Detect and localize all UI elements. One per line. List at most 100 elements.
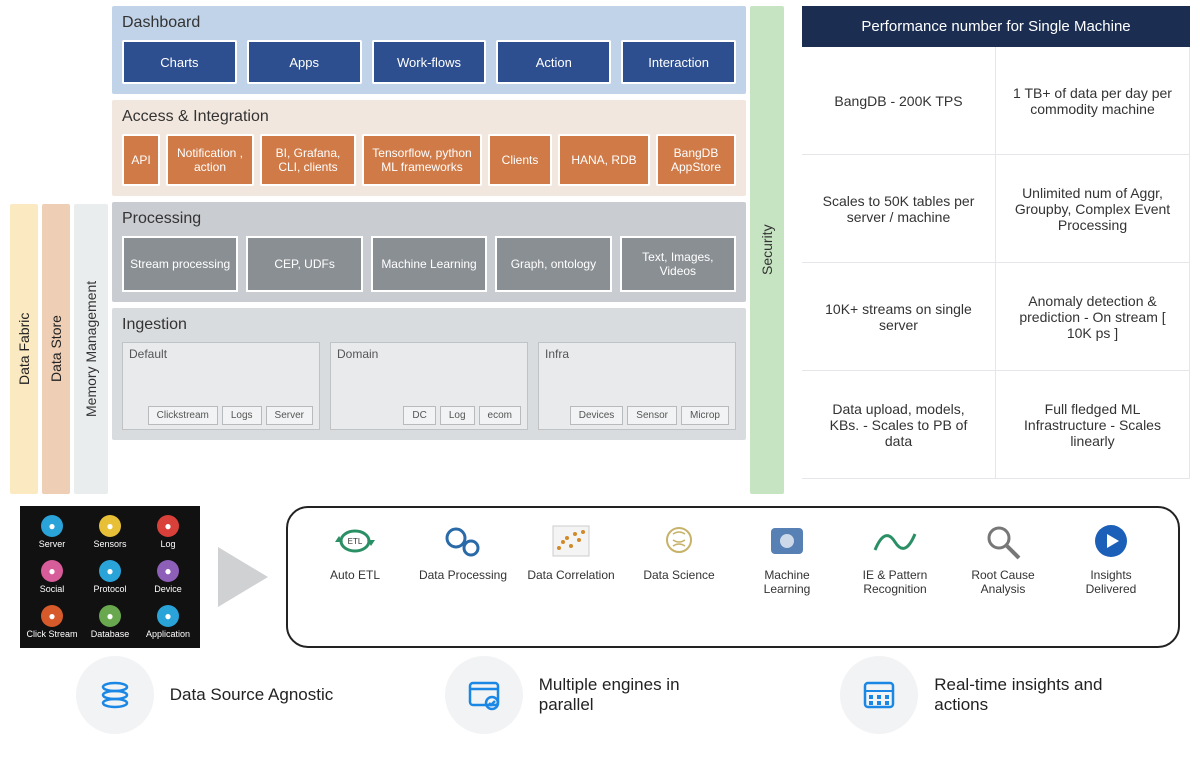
pillar-data-fabric: Data Fabric (10, 204, 38, 494)
access-title: Access & Integration (122, 108, 736, 126)
processing-box: CEP, UDFs (246, 236, 362, 292)
source-icon: ● (157, 560, 179, 582)
source-cell: ●Protocol (82, 555, 138, 598)
pipeline-stage-label: Auto ETL (330, 568, 380, 582)
ingestion-item: Microp (681, 406, 729, 425)
processing-box: Machine Learning (371, 236, 487, 292)
pipeline-stage: IE & Pattern Recognition (849, 520, 941, 596)
performance-cell: 1 TB+ of data per day per commodity mach… (996, 47, 1190, 155)
left-pillars: Data Fabric Data Store Memory Management (10, 6, 108, 494)
ingestion-item: DC (403, 406, 435, 425)
data-sources-grid: ● Server ● Sensors ● Log ●Social●Protocol ● Devi… (20, 506, 200, 648)
access-box: HANA, RDB (558, 134, 650, 186)
processing-box: Text, Images, Videos (620, 236, 736, 292)
access-panel: Access & Integration APINotification , a… (112, 100, 746, 196)
scatter-icon (547, 520, 595, 562)
gears-icon (439, 520, 487, 562)
pipeline-stage: ETL Auto ETL (309, 520, 401, 582)
source-label: Log (160, 539, 175, 549)
source-icon: ● (41, 560, 63, 582)
source-icon: ● (41, 515, 63, 537)
ingestion-title: Ingestion (122, 316, 736, 334)
feature: Data Source Agnostic (76, 656, 333, 734)
pipeline-stage: Data Processing (417, 520, 509, 582)
processing-ingestion-column: Processing Stream processingCEP, UDFsMac… (112, 202, 746, 440)
ingestion-item: Log (440, 406, 475, 425)
ingestion-group-title: Infra (545, 347, 729, 361)
processing-panel: Processing Stream processingCEP, UDFsMac… (112, 202, 746, 302)
ingestion-panel: Ingestion DefaultClickstreamLogsServerDo… (112, 308, 746, 440)
performance-cell: Full fledged ML Infrastructure - Scales … (996, 371, 1190, 479)
pipeline-stage-label: Machine Learning (741, 568, 833, 596)
dashboard-box: Action (496, 40, 611, 84)
ml-icon (763, 520, 811, 562)
ingestion-item: Logs (222, 406, 262, 425)
pipeline-stages: ETL Auto ETL Data Processing Data Correlati… (286, 506, 1180, 648)
access-box: Tensorflow, python ML frameworks (362, 134, 482, 186)
pipeline-stage-label: Data Correlation (527, 568, 614, 582)
dashboard-title: Dashboard (122, 14, 736, 32)
source-label: Database (91, 629, 130, 639)
feature-label: Multiple engines in parallel (539, 675, 729, 715)
pipeline-stage: Root Cause Analysis (957, 520, 1049, 596)
ingestion-item: Devices (570, 406, 624, 425)
pipeline-stage-label: Root Cause Analysis (957, 568, 1049, 596)
performance-table: Performance number for Single Machine Ba… (802, 6, 1190, 494)
source-label: Click Stream (26, 629, 77, 639)
pillar-data-store: Data Store (42, 204, 70, 494)
pillar-memory-management: Memory Management (74, 204, 108, 494)
source-icon: ● (99, 515, 121, 537)
performance-cell: Anomaly detection & prediction - On stre… (996, 263, 1190, 371)
stack-icon (76, 656, 154, 734)
access-box: BangDB AppStore (656, 134, 736, 186)
source-cell: ●Social (24, 555, 80, 598)
brain-icon (655, 520, 703, 562)
feature: Multiple engines in parallel (445, 656, 729, 734)
pipeline-stage-label: Data Science (643, 568, 714, 582)
top-row: Data Fabric Data Store Memory Management… (0, 0, 1200, 494)
svg-text:ETL: ETL (348, 537, 363, 546)
source-cell: ● Device (140, 555, 196, 598)
ingestion-group-title: Domain (337, 347, 521, 361)
source-cell: ● Log (140, 510, 196, 553)
ingestion-item: Clickstream (148, 406, 218, 425)
feature-label: Real-time insights and actions (934, 675, 1124, 715)
dashboard-panel: Dashboard ChartsAppsWork-flowsActionInte… (112, 6, 746, 94)
source-icon: ● (99, 605, 121, 627)
ingestion-item: Server (266, 406, 313, 425)
processing-box: Stream processing (122, 236, 238, 292)
performance-cell: Unlimited num of Aggr, Groupby, Complex … (996, 155, 1190, 263)
pipeline-stage-label: Data Processing (419, 568, 507, 582)
performance-cell: Scales to 50K tables per server / machin… (802, 155, 996, 263)
pipeline-row: ● Server ● Sensors ● Log ●Social●Protocol ● Devi… (0, 494, 1200, 648)
magnify-icon (979, 520, 1027, 562)
pipeline-stage-label: IE & Pattern Recognition (849, 568, 941, 596)
source-label: Server (39, 539, 66, 549)
ingestion-item: Sensor (627, 406, 677, 425)
wave-icon (871, 520, 919, 562)
access-box: Clients (488, 134, 552, 186)
feature-label: Data Source Agnostic (170, 685, 333, 705)
feature: Real-time insights and actions (840, 656, 1124, 734)
ingestion-item: ecom (479, 406, 521, 425)
performance-cell: 10K+ streams on single server (802, 263, 996, 371)
source-cell: ● Sensors (82, 510, 138, 553)
performance-header: Performance number for Single Machine (802, 6, 1190, 47)
source-cell: ● Database (82, 601, 138, 644)
source-icon: ● (157, 515, 179, 537)
architecture-diagram: Data Fabric Data Store Memory Management… (10, 6, 784, 494)
pipeline-stage: Insights Delivered (1065, 520, 1157, 596)
pipeline-stage: Data Science (633, 520, 725, 582)
play-icon (1087, 520, 1135, 562)
pipeline-stage: Data Correlation (525, 520, 617, 582)
access-box: Notification , action (166, 134, 254, 186)
access-box: BI, Grafana, CLI, clients (260, 134, 356, 186)
pipeline-stage-label: Insights Delivered (1065, 568, 1157, 596)
etl-icon: ETL (331, 520, 379, 562)
grid-icon (840, 656, 918, 734)
source-label: Device (154, 584, 182, 594)
access-box: API (122, 134, 160, 186)
source-cell: ●Application (140, 601, 196, 644)
dashboard-box: Apps (247, 40, 362, 84)
source-label: Sensors (93, 539, 126, 549)
